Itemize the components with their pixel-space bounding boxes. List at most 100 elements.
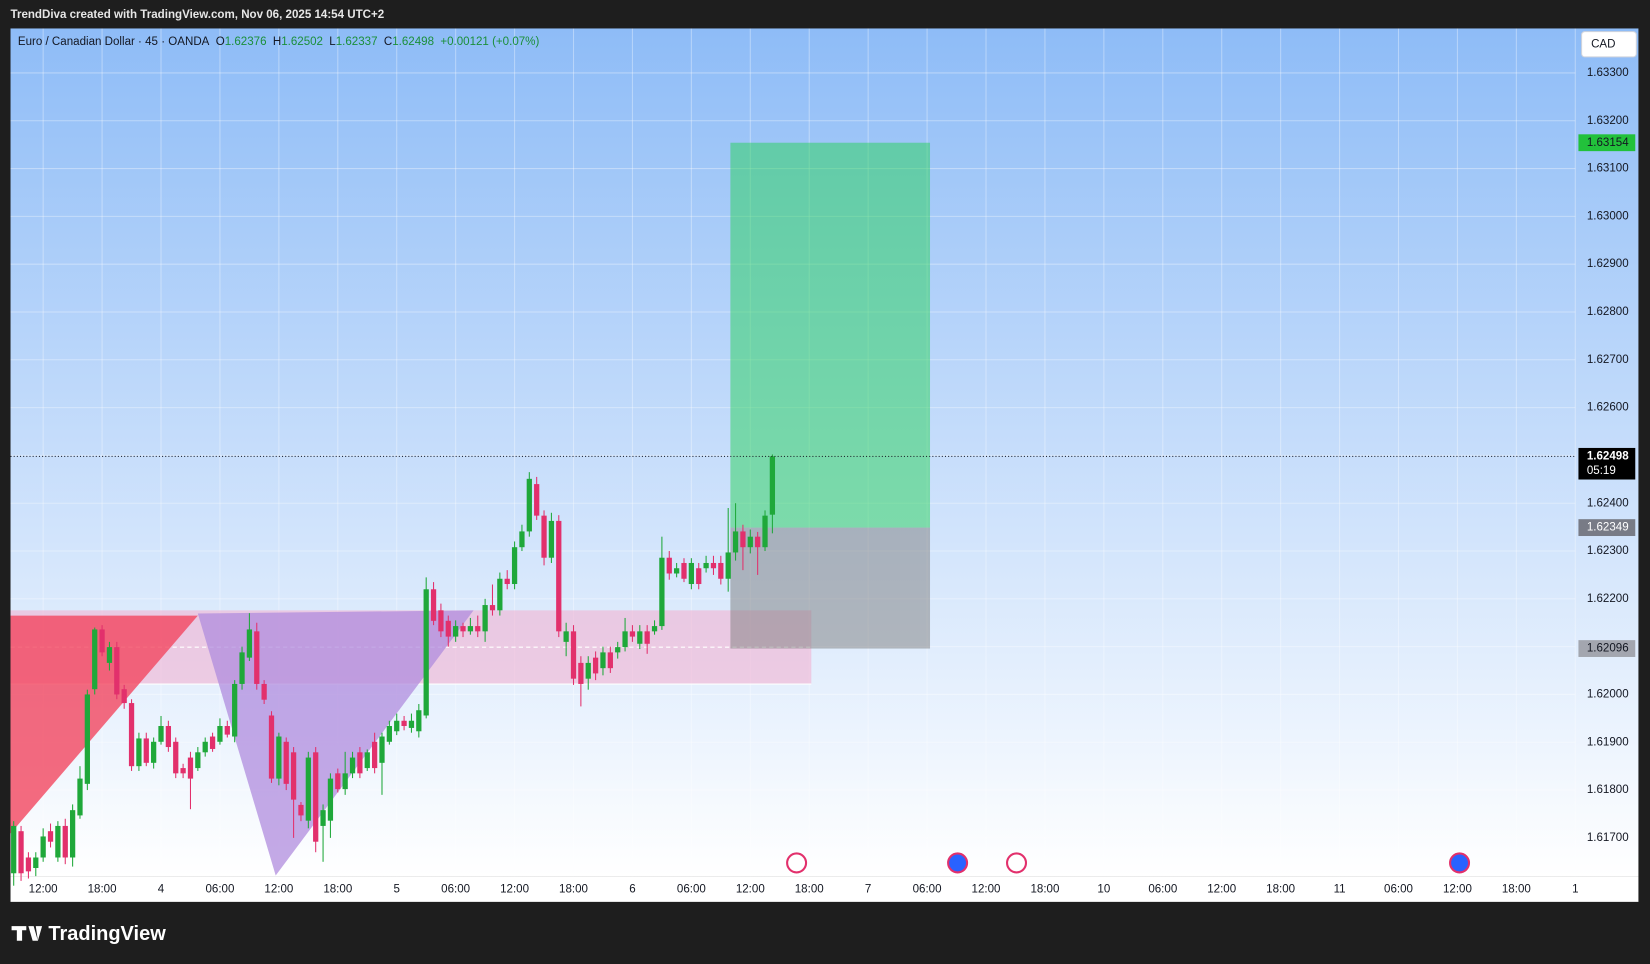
candle-body (578, 662, 584, 684)
time-axis (10, 876, 1639, 902)
candle-body (622, 631, 628, 648)
candle-body (607, 652, 613, 669)
candle-body (298, 804, 304, 816)
event-icon[interactable] (947, 852, 969, 874)
candle-body (423, 589, 429, 716)
candle-body (47, 831, 54, 842)
entry-label: 1.62349 (1587, 522, 1629, 534)
target-badge (1578, 134, 1636, 152)
candle-body (151, 741, 157, 763)
candle-body (195, 752, 201, 769)
candle-body (254, 631, 260, 684)
countdown: 05:19 (1587, 465, 1616, 477)
last-price-label: 1.62498 (1587, 450, 1629, 462)
candle-body (313, 752, 319, 842)
events (786, 852, 1471, 874)
y-tick-label: 1.63200 (1587, 115, 1629, 127)
x-tick-label: 12:00 (29, 883, 58, 895)
candle-body (696, 568, 702, 585)
candle-body (371, 741, 378, 769)
brand: TradingView (48, 923, 166, 945)
candle-body (519, 531, 525, 548)
candle-body (114, 647, 120, 695)
legend-label: H (273, 36, 281, 48)
candle-body (674, 568, 680, 574)
candle-body (548, 520, 555, 558)
x-tick-label: 06:00 (1384, 883, 1413, 895)
legend-label: O (216, 36, 225, 48)
x-tick-label: 12:00 (264, 883, 293, 895)
candle-body (534, 484, 540, 516)
candle-body (747, 536, 753, 548)
candle-body (261, 683, 267, 700)
candle-body (592, 657, 599, 674)
candle-body (158, 726, 164, 742)
y-tick-label: 1.63300 (1587, 67, 1629, 79)
candle-body (217, 726, 223, 742)
legend-change: +0.00121 (+0.07%) (440, 36, 539, 48)
x-tick-label: 18:00 (1266, 883, 1295, 895)
candle-body (92, 629, 98, 690)
candle-body (585, 662, 591, 679)
x-tick-label: 06:00 (441, 883, 470, 895)
candle-body (408, 720, 415, 728)
event-icon[interactable] (1005, 852, 1028, 874)
candle-body (55, 825, 61, 858)
x-tick-label: 18:00 (559, 883, 588, 895)
candle-body (651, 626, 658, 632)
candle-body (460, 626, 466, 632)
candle-body (143, 738, 149, 763)
x-tick-label: 12:00 (736, 883, 765, 895)
candle-body (364, 752, 370, 769)
price-axis: 1.617001.618001.619001.620001.621001.622… (29, 67, 1636, 895)
legend-label: C (384, 36, 392, 48)
y-tick-label: 1.63100 (1587, 163, 1629, 175)
x-tick-label: 18:00 (795, 883, 824, 895)
candle-body (710, 562, 717, 569)
y-tick-label: 1.62800 (1587, 306, 1629, 318)
candle-body (600, 652, 606, 669)
logo (11, 926, 43, 941)
candle-body (467, 626, 474, 632)
x-tick-label: 06:00 (677, 883, 706, 895)
candle-body (342, 773, 348, 790)
x-tick-label: 4 (158, 883, 165, 895)
symbol: Euro / Canadian Dollar · 45 · OANDA (18, 36, 210, 48)
candle-body (173, 741, 179, 774)
y-tick-label: 1.62600 (1587, 402, 1629, 414)
candle-body (18, 831, 24, 874)
candle-body (401, 720, 407, 727)
candle-body (703, 562, 709, 569)
event-icon[interactable] (786, 852, 808, 874)
y-tick-label: 1.61900 (1587, 736, 1629, 748)
event-icon[interactable] (1449, 852, 1471, 874)
x-tick-label: 12:00 (500, 883, 529, 895)
candle-body (320, 810, 326, 826)
candle-body (11, 825, 17, 874)
candle-body (232, 683, 238, 737)
currency-button[interactable] (1581, 31, 1637, 58)
candle-body (224, 726, 230, 735)
candle-body (165, 726, 172, 748)
candle-body (69, 810, 76, 858)
x-tick-label: 06:00 (205, 883, 234, 895)
stop-label: 1.62096 (1587, 643, 1629, 655)
candle-body (283, 741, 289, 784)
candle-body (386, 726, 392, 742)
legend-value: 1.62337 (336, 36, 378, 48)
candle-body (489, 605, 496, 611)
legend-value: 1.62498 (392, 36, 434, 48)
candle-body (379, 736, 385, 763)
y-tick-label: 1.62900 (1587, 258, 1629, 270)
candle-body (276, 736, 282, 779)
stop-badge (1578, 640, 1636, 657)
x-tick-label: 11 (1334, 883, 1346, 895)
candle-body (99, 629, 105, 653)
legend-value: 1.62376 (225, 36, 267, 48)
candle-body (769, 456, 776, 515)
candle-body (659, 557, 665, 627)
currency[interactable]: CAD (1591, 38, 1615, 50)
candle-body (615, 647, 621, 653)
candle-body (84, 694, 90, 784)
x-tick-label: 06:00 (1148, 883, 1177, 895)
